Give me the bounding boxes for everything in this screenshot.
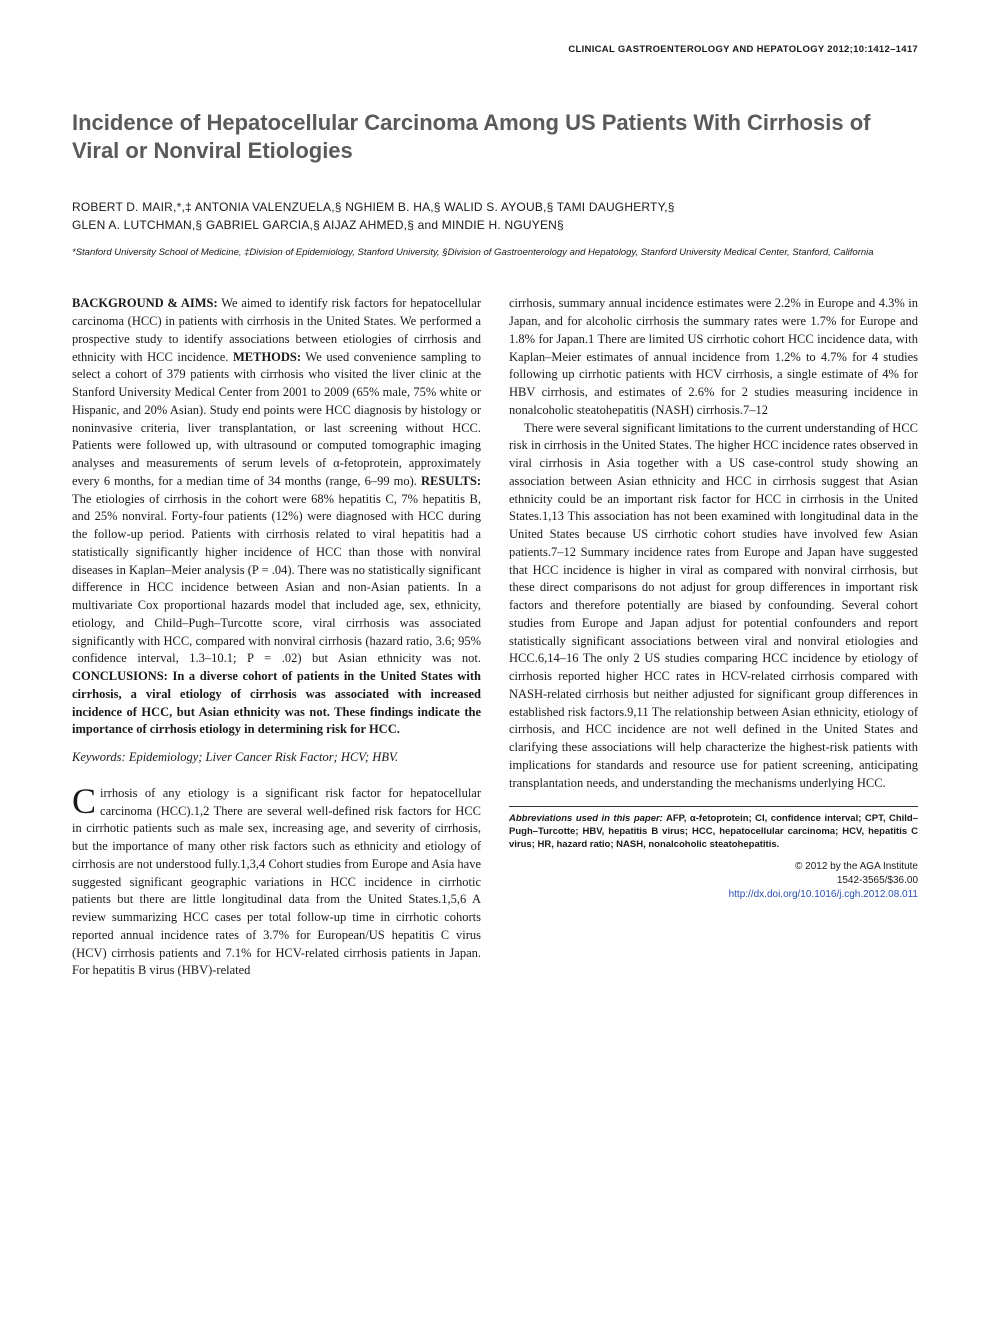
authors-line-1: ROBERT D. MAIR,*,‡ ANTONIA VALENZUELA,§ … bbox=[72, 198, 918, 216]
doi-link[interactable]: http://dx.doi.org/10.1016/j.cgh.2012.08.… bbox=[509, 888, 918, 902]
methods-text: We used convenience sampling to select a… bbox=[72, 350, 481, 488]
methods-label: METHODS: bbox=[233, 350, 301, 364]
abbrev-label: Abbreviations used in this paper: bbox=[509, 813, 663, 824]
two-column-body: BACKGROUND & AIMS: We aimed to identify … bbox=[72, 295, 918, 980]
dropcap-letter: C bbox=[72, 785, 100, 817]
keywords-text: Epidemiology; Liver Cancer Risk Factor; … bbox=[126, 750, 398, 764]
body-paragraph-1: Cirrhosis of any etiology is a significa… bbox=[72, 785, 481, 980]
abstract-paragraph: BACKGROUND & AIMS: We aimed to identify … bbox=[72, 295, 481, 739]
article-title: Incidence of Hepatocellular Carcinoma Am… bbox=[72, 109, 918, 164]
issn-line: 1542-3565/$36.00 bbox=[509, 874, 918, 888]
authors-block: ROBERT D. MAIR,*,‡ ANTONIA VALENZUELA,§ … bbox=[72, 198, 918, 234]
footer-block: © 2012 by the AGA Institute 1542-3565/$3… bbox=[509, 860, 918, 902]
copyright-line: © 2012 by the AGA Institute bbox=[509, 860, 918, 874]
results-label: RESULTS: bbox=[421, 474, 481, 488]
authors-line-2: GLEN A. LUTCHMAN,§ GABRIEL GARCIA,§ AIJA… bbox=[72, 216, 918, 234]
body-paragraph-3: There were several significant limitatio… bbox=[509, 420, 918, 793]
footnote-divider bbox=[509, 806, 918, 807]
keywords-line: Keywords: Epidemiology; Liver Cancer Ris… bbox=[72, 749, 481, 767]
conclusions-label: CONCLUSIONS: bbox=[72, 669, 168, 683]
keywords-label: Keywords: bbox=[72, 750, 126, 764]
affiliations: *Stanford University School of Medicine,… bbox=[72, 246, 918, 259]
body-p1-text: irrhosis of any etiology is a significan… bbox=[72, 786, 481, 978]
background-label: BACKGROUND & AIMS: bbox=[72, 296, 218, 310]
journal-header: CLINICAL GASTROENTEROLOGY AND HEPATOLOGY… bbox=[72, 44, 918, 55]
results-text: The etiologies of cirrhosis in the cohor… bbox=[72, 492, 481, 666]
abbreviations-block: Abbreviations used in this paper: AFP, α… bbox=[509, 813, 918, 851]
body-paragraph-2: cirrhosis, summary annual incidence esti… bbox=[509, 295, 918, 419]
